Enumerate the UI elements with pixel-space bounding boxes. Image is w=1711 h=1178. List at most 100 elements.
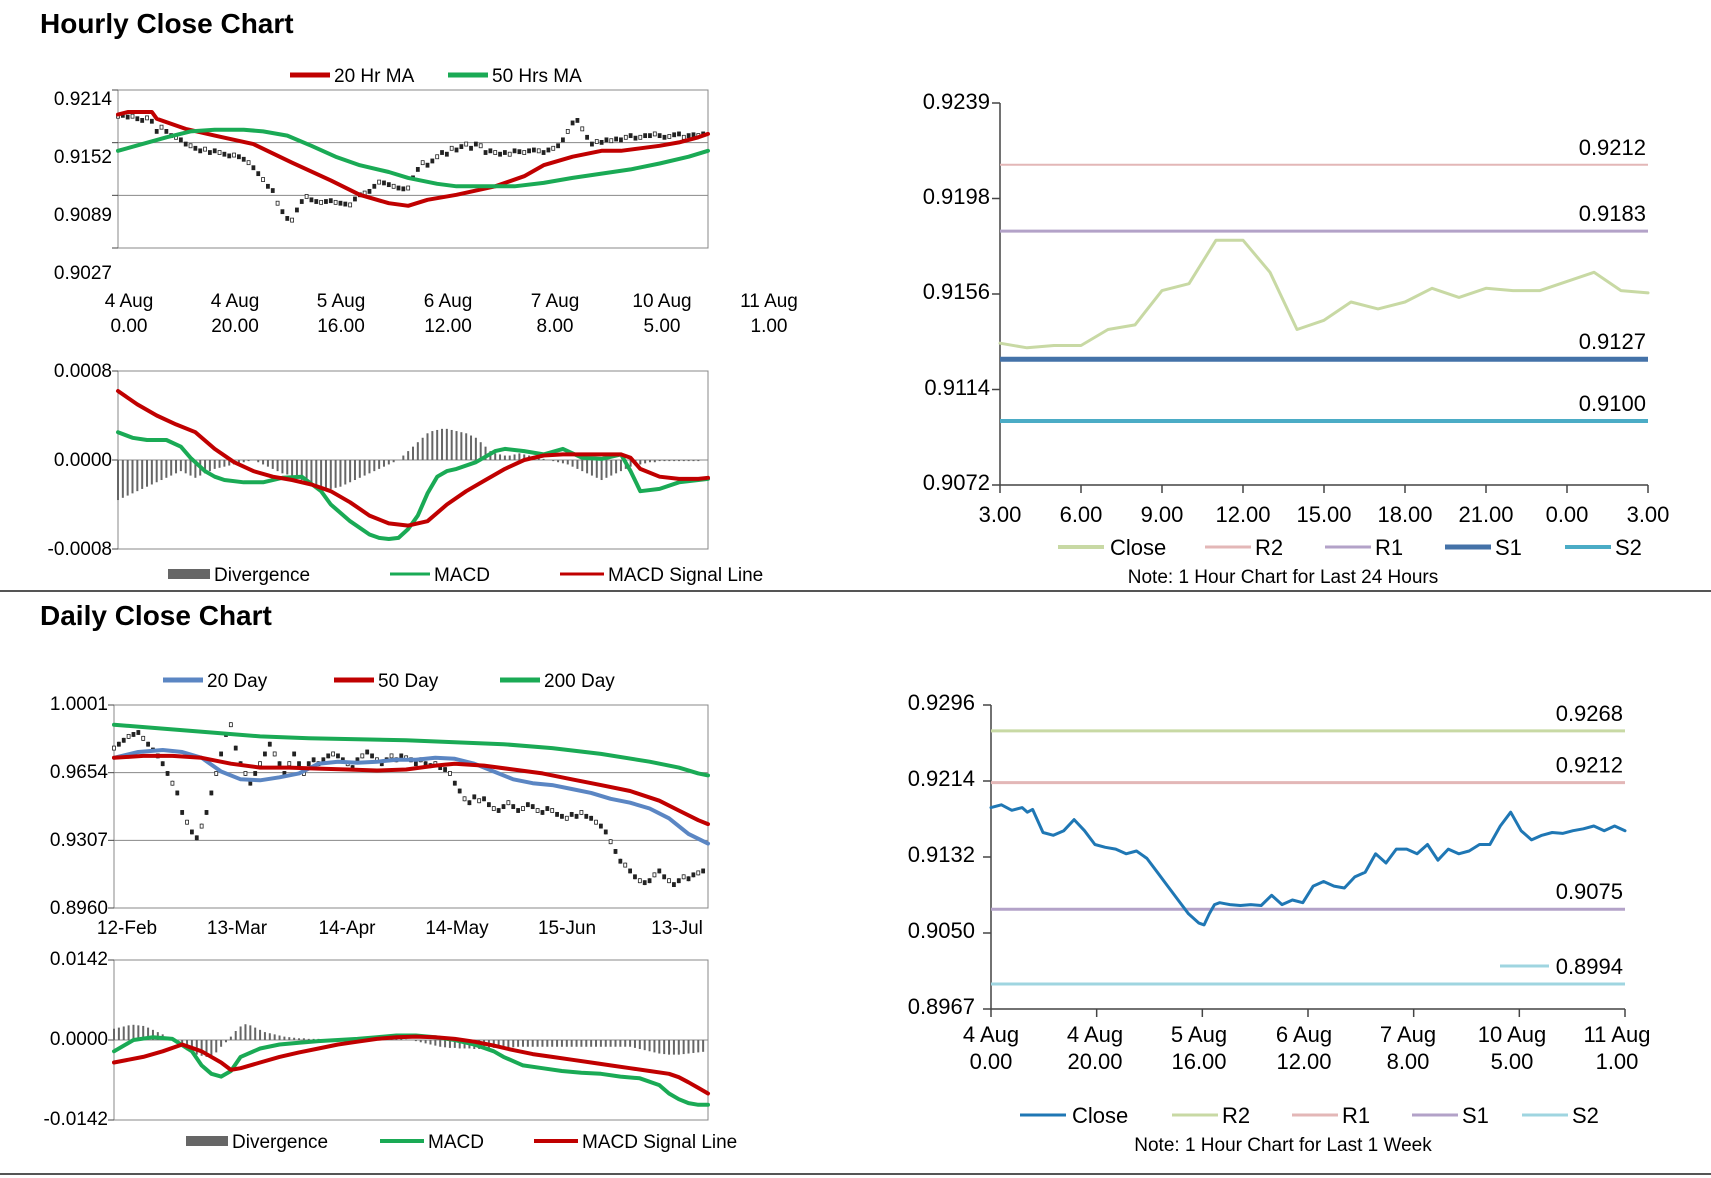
candle-body: [545, 806, 550, 811]
candle-body: [328, 198, 333, 204]
hourly-levels-chart: 0.9239 0.9198 0.9156 0.9114 0.9072 3.00 …: [923, 89, 1670, 588]
x-tick-label: 0.00: [1546, 502, 1589, 527]
candle-body: [304, 194, 309, 199]
candle-body: [203, 146, 207, 152]
series-line-macd: [116, 430, 710, 541]
candle-body: [415, 167, 420, 172]
candle-body: [324, 199, 328, 204]
candle-body: [272, 751, 277, 757]
candle-body: [506, 800, 511, 806]
legend-label-divergence: Divergence: [214, 565, 310, 586]
candle-body: [396, 185, 401, 191]
candle-body: [217, 150, 222, 155]
daily-macd-chart: 0.0142 0.0000 -0.0142 Divergence MACD MA…: [44, 949, 738, 1153]
x-tick-label: 9.00: [1141, 502, 1184, 527]
legend-label-macd: MACD: [428, 1132, 484, 1153]
candle-body: [672, 882, 676, 887]
x-tick-label: 0.00: [970, 1049, 1013, 1074]
candle-body: [467, 800, 472, 806]
legend-label-r2: R2: [1222, 1103, 1250, 1128]
candle-body: [652, 872, 657, 878]
candle-body: [165, 771, 170, 776]
candle-body: [501, 804, 506, 809]
x-tick-label: 12.00: [1215, 502, 1270, 527]
x-tick-label: 21.00: [1458, 502, 1513, 527]
candle-body: [638, 134, 643, 140]
candle-body: [140, 118, 145, 123]
candle-body: [420, 160, 425, 166]
x-tick-label: 18.00: [1377, 502, 1432, 527]
candle-body: [190, 829, 194, 835]
candle-body: [399, 753, 404, 759]
candle-body: [574, 813, 579, 819]
candle-body: [194, 835, 199, 841]
candle-body: [178, 137, 183, 143]
candle-body: [633, 135, 638, 141]
candle-body: [219, 751, 224, 757]
y-tick-label: 0.9214: [54, 89, 113, 110]
candle-body: [681, 874, 686, 880]
daily-levels-chart: 0.9296 0.9214 0.9132 0.9050 0.8967 4 Aug…: [908, 690, 1651, 1156]
candle-body: [348, 202, 353, 208]
candle-body: [628, 133, 633, 139]
candle-body: [609, 138, 614, 144]
candle-body: [443, 767, 447, 772]
candle-body: [521, 806, 525, 811]
x-tick-label: 7 Aug: [531, 291, 580, 312]
section-divider: [0, 590, 1711, 592]
candle-body: [326, 753, 331, 759]
series-line-macd-signal-line: [116, 389, 710, 528]
candle-body: [306, 761, 311, 767]
level-label-s2: 0.8994: [1556, 954, 1623, 979]
candle-body: [246, 160, 251, 166]
candle-body: [487, 802, 491, 808]
candle-body: [365, 749, 370, 755]
candle-body: [502, 150, 507, 155]
y-tick-label: 0.9296: [908, 690, 975, 715]
candle-body: [263, 751, 267, 757]
candle-body: [623, 134, 628, 140]
level-label-r1: 0.9183: [1579, 201, 1646, 226]
candle-body: [270, 188, 275, 193]
candle-body: [496, 808, 501, 813]
candle-body: [333, 199, 338, 205]
level-label-r2: 0.9212: [1579, 135, 1646, 160]
candle-body: [256, 171, 261, 177]
candle-body: [121, 737, 126, 743]
candle-body: [561, 137, 565, 143]
candle-body: [444, 151, 449, 157]
legend-swatch-divergence: [168, 569, 210, 579]
series-line-close: [989, 803, 1627, 927]
level-label-s1: 0.9127: [1579, 329, 1646, 354]
candle-body: [657, 133, 662, 139]
legend-label-s1: S1: [1462, 1103, 1489, 1128]
candle-body: [642, 880, 647, 886]
x-tick-label: 12.00: [424, 316, 472, 337]
candle-body: [377, 179, 382, 185]
candle-body: [452, 780, 457, 786]
candle-body: [232, 152, 236, 158]
candle-body: [131, 732, 136, 737]
candle-body: [183, 141, 188, 147]
candle-body: [243, 771, 248, 776]
candle-body: [662, 874, 667, 880]
candle-body: [406, 185, 411, 191]
candle-body: [594, 139, 599, 144]
candle-body: [527, 148, 531, 154]
x-tick-label: 6 Aug: [1276, 1022, 1332, 1047]
y-tick-label: -0.0142: [44, 1109, 108, 1130]
candle-body: [691, 132, 696, 138]
y-tick-label: 0.9072: [923, 470, 990, 495]
candle-body: [331, 751, 335, 757]
x-tick-label: 13-Jul: [651, 918, 703, 939]
x-tick-label: 6.00: [1060, 502, 1103, 527]
candle-body: [258, 761, 262, 767]
legend-label-200-day: 200 Day: [544, 671, 615, 692]
candle-body: [584, 813, 589, 819]
candle-body: [160, 761, 165, 767]
candle-body: [135, 116, 140, 122]
candle-body: [564, 815, 569, 821]
x-tick-label: 11 Aug: [1584, 1022, 1651, 1047]
candle-body: [535, 808, 540, 813]
candle-body: [251, 165, 256, 171]
